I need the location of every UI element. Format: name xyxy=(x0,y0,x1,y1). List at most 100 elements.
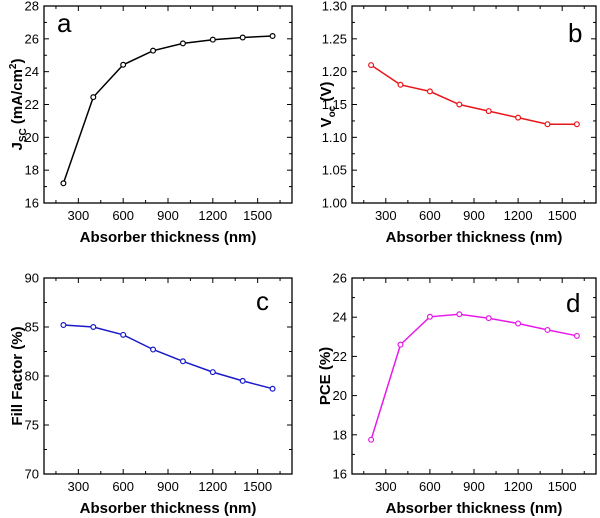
y-tick-label: 16 xyxy=(25,196,39,211)
y-tick-label: 85 xyxy=(25,320,39,335)
data-point xyxy=(179,40,186,47)
y-tick-label: 24 xyxy=(25,64,39,79)
data-point xyxy=(397,81,404,88)
x-tick-label: 900 xyxy=(157,479,179,494)
y-tick-label: 1.05 xyxy=(322,163,347,178)
x-tick-label: 600 xyxy=(419,479,441,494)
x-tick-label: 1200 xyxy=(198,479,227,494)
y-tick-label: 75 xyxy=(25,418,39,433)
data-point xyxy=(120,331,127,338)
x-tick-label: 600 xyxy=(419,208,441,223)
plot-frame xyxy=(43,277,293,475)
x-tick-label: 600 xyxy=(112,479,134,494)
y-tick-label: 22 xyxy=(25,97,39,112)
x-tick-label: 1200 xyxy=(504,208,533,223)
data-point xyxy=(90,324,97,331)
x-tick-label: 1500 xyxy=(548,479,577,494)
data-point xyxy=(60,322,67,329)
data-point xyxy=(239,34,246,41)
y-tick-label: 22 xyxy=(333,349,347,364)
panel-letter: a xyxy=(57,8,72,38)
y-tick-label: 1.25 xyxy=(322,31,347,46)
y-tick-label: 26 xyxy=(25,31,39,46)
y-axis-title: Fill Factor (%) xyxy=(9,326,26,425)
plot-frame xyxy=(351,277,597,475)
y-tick-label: 1.20 xyxy=(322,64,347,79)
y-tick-label: 26 xyxy=(333,271,347,286)
x-tick-label: 900 xyxy=(463,479,485,494)
x-tick-label: 1500 xyxy=(243,208,272,223)
data-point xyxy=(397,341,404,348)
data-point xyxy=(573,121,580,128)
data-point xyxy=(120,61,127,68)
x-tick-label: 900 xyxy=(157,208,179,223)
y-tick-label: 1.00 xyxy=(322,196,347,211)
panel-a: 300 600 900 1200 1500 16 18 20 22 24 26 28 Absorber … xyxy=(8,0,293,246)
y-tick-label: 18 xyxy=(25,163,39,178)
x-tick-label: 1500 xyxy=(548,208,577,223)
data-point xyxy=(573,332,580,339)
series-line xyxy=(63,324,273,390)
x-tick-label: 600 xyxy=(112,208,134,223)
y-tick-label: 1.15 xyxy=(322,97,347,112)
series-line xyxy=(370,64,577,125)
data-point xyxy=(150,346,157,353)
y-tick-label: 18 xyxy=(333,427,347,442)
y-tick-label: 1.10 xyxy=(322,130,347,145)
data-point xyxy=(368,436,375,443)
y-axis-title: JSC (mA/cm2) xyxy=(8,59,29,151)
series-line xyxy=(370,313,578,440)
x-tick-label: 300 xyxy=(375,479,397,494)
y-tick-label: 24 xyxy=(333,310,347,325)
panel-c: 300 600 900 1200 1500 70 75 80 85 90 Absorber thic… xyxy=(9,271,293,517)
x-tick-label: 300 xyxy=(375,208,397,223)
panel-letter: b xyxy=(568,18,582,48)
y-tick-label: 16 xyxy=(333,467,347,482)
data-point xyxy=(456,101,463,108)
data-point xyxy=(515,320,522,327)
plot-frame xyxy=(43,5,293,204)
x-tick-label: 300 xyxy=(68,208,90,223)
data-point xyxy=(485,315,492,322)
x-tick-label: 900 xyxy=(463,208,485,223)
data-point xyxy=(426,313,433,320)
data-point xyxy=(150,47,157,54)
data-point xyxy=(485,108,492,115)
y-tick-label: 28 xyxy=(25,0,39,14)
x-axis-title: Absorber thickness (nm) xyxy=(386,500,563,517)
data-point xyxy=(60,180,67,187)
x-tick-label: 1500 xyxy=(243,479,272,494)
y-tick-label: 20 xyxy=(333,388,347,403)
data-point xyxy=(544,326,551,333)
panel-letter: d xyxy=(566,288,580,318)
data-point xyxy=(209,369,216,376)
panel-d: 300 600 900 1200 1500 16 18 20 22 24 26 Absorber th… xyxy=(317,271,597,517)
data-point xyxy=(269,385,276,392)
x-tick-label: 1200 xyxy=(198,208,227,223)
data-point xyxy=(456,311,463,318)
data-point xyxy=(368,62,375,69)
data-point xyxy=(269,33,276,40)
plot-frame xyxy=(351,5,597,204)
y-axis-title: Voc (V) xyxy=(318,82,338,128)
y-tick-label: 90 xyxy=(25,271,39,286)
y-tick-label: 70 xyxy=(25,467,39,482)
data-point xyxy=(209,36,216,43)
data-point xyxy=(179,358,186,365)
y-tick-label: 20 xyxy=(25,130,39,145)
y-axis-title: PCE (%) xyxy=(317,347,334,405)
data-point xyxy=(515,114,522,121)
panel-letter: c xyxy=(256,286,269,316)
series-line xyxy=(62,35,273,184)
y-tick-label: 80 xyxy=(25,369,39,384)
data-point xyxy=(239,377,246,384)
x-axis-title: Absorber thickness (nm) xyxy=(386,229,563,246)
data-point xyxy=(544,121,551,128)
data-point xyxy=(426,88,433,95)
data-point xyxy=(90,94,97,101)
x-tick-label: 300 xyxy=(68,479,90,494)
x-tick-label: 1200 xyxy=(504,479,533,494)
x-axis-title: Absorber thickness (nm) xyxy=(80,229,257,246)
panel-b: 300 600 900 1200 1500 1.00 1.05 1.10 1.15 1.20 1.2… xyxy=(318,0,597,246)
